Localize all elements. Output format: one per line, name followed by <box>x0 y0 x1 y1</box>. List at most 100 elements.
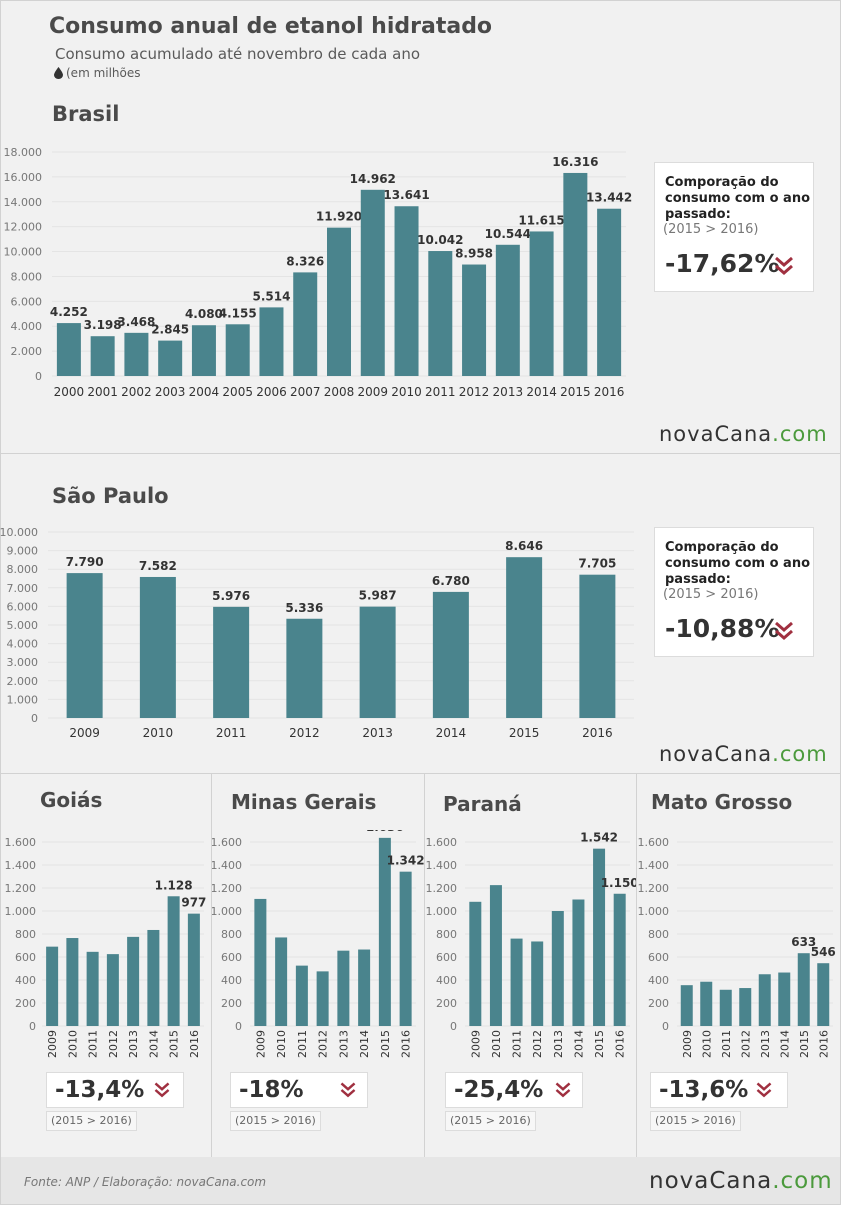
data-label: 13.641 <box>383 188 429 202</box>
data-label: 1.128 <box>155 878 193 892</box>
chart-mato-grosso: 0 200 400 600 800 1.000 1.200 1.400 1.600 2009 201… <box>638 836 836 1058</box>
bar <box>506 557 543 718</box>
y-tick-label: 400 <box>15 974 36 987</box>
y-tick-label: 0 <box>450 1020 457 1033</box>
x-tick-label: 2015 <box>509 726 540 740</box>
data-label: 1.542 <box>580 831 618 845</box>
data-label: 8.646 <box>505 539 543 553</box>
data-label: 7.790 <box>66 555 104 569</box>
y-tick-label: 0 <box>29 1020 36 1033</box>
data-label: 5.976 <box>212 589 250 603</box>
x-tick-label: 2011 <box>425 385 456 399</box>
y-tick-label: 1.400 <box>212 859 242 872</box>
y-tick-label: 1.000 <box>7 693 39 706</box>
bar <box>56 323 81 376</box>
bar <box>469 901 482 1026</box>
region-title-minas-gerais: Minas Gerais <box>231 790 377 814</box>
bar <box>259 307 284 376</box>
data-label: 11.615 <box>518 213 564 227</box>
x-tick-label: 2013 <box>493 385 524 399</box>
y-tick-label: 1.000 <box>426 905 458 918</box>
y-tick-label: 6.000 <box>11 295 43 308</box>
bar <box>462 264 487 376</box>
x-tick-label: 2012 <box>317 1030 330 1058</box>
bar <box>778 972 791 1026</box>
x-tick-label: 2016 <box>594 385 625 399</box>
data-label: 5.336 <box>285 601 323 615</box>
region-title-parana: Paraná <box>443 792 522 816</box>
period-label: (2015 > 2016) <box>230 1111 321 1131</box>
x-tick-label: 2014 <box>572 1030 585 1058</box>
x-tick-label: 2013 <box>127 1030 140 1058</box>
x-tick-label: 2012 <box>459 385 490 399</box>
bar <box>719 989 732 1026</box>
y-tick-label: 4.000 <box>7 638 39 651</box>
bar <box>191 325 216 376</box>
x-tick-label: 2016 <box>400 1030 413 1058</box>
comparison-box-sao-paulo: Comporação do consumo com o ano passado:… <box>654 527 814 657</box>
x-tick-label: 2016 <box>817 1030 830 1058</box>
x-tick-label: 2015 <box>168 1030 181 1058</box>
novacana-logo: novaCana.com <box>649 1168 833 1194</box>
x-tick-label: 2002 <box>121 385 152 399</box>
chevron-double-down-icon <box>340 1082 356 1098</box>
x-tick-label: 2007 <box>290 385 321 399</box>
y-tick-label: 1.400 <box>5 859 37 872</box>
y-tick-label: 1.000 <box>212 905 242 918</box>
bar <box>489 885 502 1026</box>
y-tick-label: 16.000 <box>4 171 43 184</box>
bar <box>147 929 160 1026</box>
bar <box>428 251 453 376</box>
y-tick-label: 600 <box>648 951 669 964</box>
y-tick-label: 0 <box>31 712 38 725</box>
y-tick-label: 8.000 <box>11 270 43 283</box>
bar <box>254 898 267 1026</box>
bar <box>46 946 59 1026</box>
y-tick-label: 0 <box>235 1020 242 1033</box>
x-tick-label: 2014 <box>147 1030 160 1058</box>
data-label: 4.080 <box>185 307 223 321</box>
data-label: 1.636 <box>366 830 404 834</box>
bar <box>86 951 99 1026</box>
x-tick-label: 2006 <box>256 385 287 399</box>
column-divider <box>424 773 425 1157</box>
comparison-title: Comporação do consumo com o ano passado: <box>665 540 811 587</box>
y-tick-label: 1.600 <box>212 836 242 849</box>
y-tick-label: 400 <box>436 974 457 987</box>
bar <box>124 332 149 376</box>
data-label: 6.780 <box>432 574 470 588</box>
x-tick-label: 2013 <box>337 1030 350 1058</box>
chart-minas-gerais: 0 200 400 600 800 1.000 1.200 1.400 1.600 2009 201… <box>212 830 424 1058</box>
x-tick-label: 2016 <box>582 726 613 740</box>
x-tick-label: 2009 <box>69 726 100 740</box>
bar <box>359 606 396 718</box>
y-tick-label: 14.000 <box>4 196 43 209</box>
bar <box>551 911 564 1026</box>
comparison-period: (2015 > 2016) <box>663 587 759 602</box>
y-tick-label: 1.200 <box>638 882 670 895</box>
data-label: 4.155 <box>219 306 257 320</box>
section-divider <box>0 453 841 454</box>
bar <box>510 938 523 1026</box>
data-label: 13.442 <box>586 191 632 205</box>
y-tick-label: 200 <box>15 997 36 1010</box>
chart-parana: 0 200 400 600 800 1.000 1.200 1.400 1.600 2009 201… <box>426 831 637 1058</box>
change-box-goias: -13,4% <box>46 1072 184 1108</box>
data-label: 16.316 <box>552 155 598 169</box>
bar <box>106 954 119 1026</box>
chart-brasil: 0 2.000 4.000 6.000 8.000 10.000 12.000 14.000 1… <box>4 146 633 399</box>
bar <box>213 606 250 718</box>
x-tick-label: 2011 <box>216 726 247 740</box>
data-label: 11.920 <box>316 210 362 224</box>
y-tick-label: 1.200 <box>212 882 242 895</box>
y-tick-label: 10.000 <box>4 246 43 259</box>
x-tick-label: 2014 <box>526 385 557 399</box>
bar <box>66 573 103 718</box>
change-value: -13,4% <box>55 1077 145 1103</box>
x-tick-label: 2003 <box>155 385 186 399</box>
chevron-double-down-icon <box>154 1082 170 1098</box>
x-tick-label: 2014 <box>436 726 467 740</box>
chevron-double-down-icon <box>555 1082 571 1098</box>
bar <box>531 941 544 1026</box>
x-tick-label: 2004 <box>189 385 220 399</box>
